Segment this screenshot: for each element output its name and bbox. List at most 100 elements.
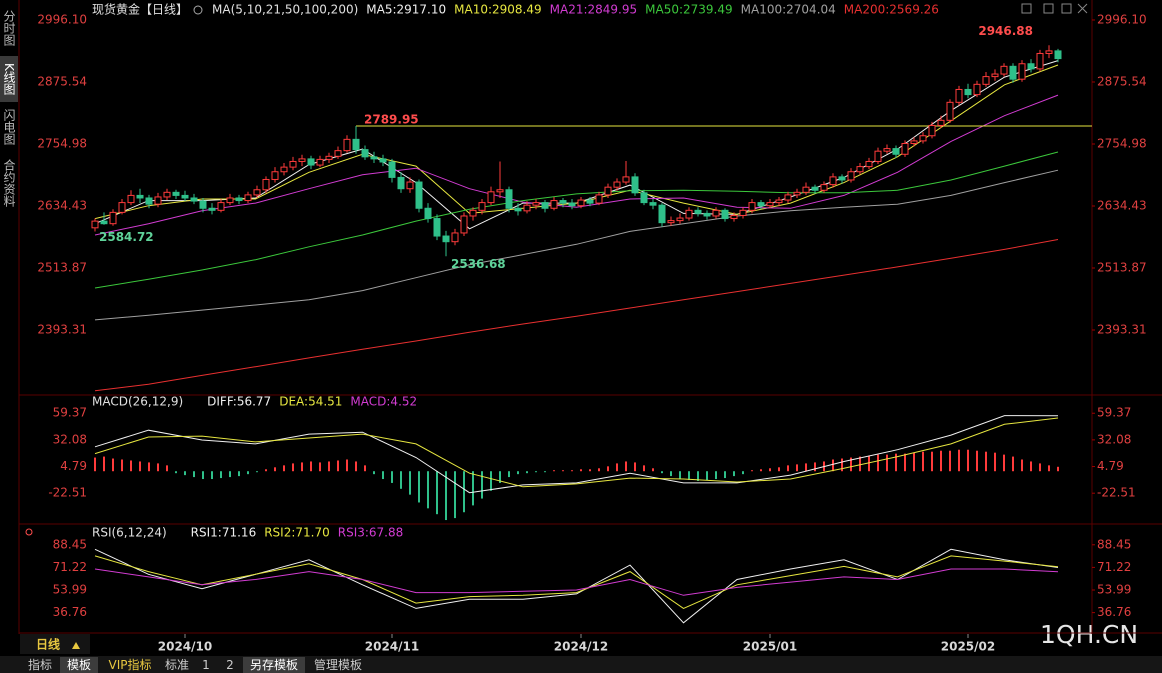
candle-body: [658, 204, 666, 224]
candle-body: [181, 194, 189, 199]
y-tick-label: 2393.31: [37, 322, 87, 336]
legend-entry: MACD(26,12,9): [92, 395, 183, 409]
macd-bar: [229, 471, 231, 478]
watermark: 1QH.CN: [1040, 620, 1138, 649]
tab[interactable]: 标准: [164, 658, 189, 672]
macd-bar: [490, 471, 492, 491]
macd-bar: [220, 471, 222, 479]
candle-body: [730, 214, 738, 220]
period-arrow[interactable]: [72, 642, 80, 649]
candle-body: [451, 232, 459, 243]
macd-bar: [535, 471, 537, 473]
macd-bar: [1021, 459, 1023, 472]
legend-entry: MA50:2739.49: [645, 3, 733, 17]
candle-body: [595, 194, 603, 204]
macd-bar: [688, 471, 690, 481]
candle-body: [829, 176, 837, 186]
macd-bar: [715, 471, 717, 480]
candle-body: [433, 218, 441, 237]
legend-entry: DEA:54.51: [279, 395, 342, 409]
x-tick-label: 2024/11: [365, 640, 419, 654]
candle-body: [946, 101, 954, 121]
candle-body: [1054, 50, 1062, 60]
candle-body: [1009, 65, 1017, 80]
x-tick-label: 2024/12: [554, 640, 608, 654]
macd-bar: [319, 462, 321, 472]
collapse-icon[interactable]: [193, 5, 203, 15]
window-icons[interactable]: [1021, 3, 1088, 14]
indicator-line: [94, 94, 1059, 236]
macd-bar: [544, 471, 546, 473]
y-tick-label: 71.22: [53, 560, 87, 574]
macd-bar: [850, 457, 852, 472]
tab[interactable]: 管理模板: [313, 658, 362, 672]
macd-bar: [913, 452, 915, 472]
legend-entry: RSI2:71.70: [264, 526, 330, 540]
macd-bar: [436, 471, 438, 515]
legend-entry: MACD:4.52: [350, 395, 417, 409]
candle-body: [982, 76, 990, 85]
candle-body: [154, 196, 162, 205]
candle-body: [316, 158, 324, 166]
macd-bar: [238, 471, 240, 477]
sidebar-tab[interactable]: 闪电图: [2, 109, 16, 145]
macd-bar: [121, 459, 123, 472]
candle-body: [109, 211, 117, 225]
y-tick-label: 53.99: [1097, 583, 1131, 597]
settings-icon[interactable]: [25, 528, 33, 536]
tab[interactable]: 1: [202, 658, 210, 672]
macd-bar: [589, 469, 591, 472]
macd-bar: [445, 471, 447, 521]
extreme-label: 2584.72: [99, 230, 154, 244]
legend-entry: MA(5,10,21,50,100,200): [212, 3, 358, 17]
candle-body: [937, 119, 945, 126]
tab[interactable]: VIP指标: [108, 658, 152, 672]
candle-body: [991, 73, 999, 78]
macd-bar: [472, 471, 474, 506]
y-tick-label: 2996.10: [37, 12, 87, 26]
candle-body: [406, 181, 414, 190]
candle-body: [235, 197, 243, 202]
macd-bar: [1039, 463, 1041, 472]
candle-body: [649, 202, 657, 206]
y-tick-label: 88.45: [53, 537, 87, 551]
macd-bar: [418, 471, 420, 503]
legend-entry: MA21:2849.95: [550, 3, 638, 17]
macd-bar: [679, 471, 681, 480]
period-selector[interactable]: 日线: [36, 637, 60, 652]
macd-bar: [283, 465, 285, 472]
tab[interactable]: 另存模板: [243, 657, 305, 673]
candle-body: [244, 194, 252, 202]
candle-body: [469, 209, 477, 217]
y-tick-label: 71.22: [1097, 560, 1131, 574]
candle-body: [865, 160, 873, 168]
macd-bar: [364, 465, 366, 472]
sidebar-tab[interactable]: 合约资料: [2, 159, 16, 207]
candle-body: [388, 161, 396, 178]
macd-bar: [643, 465, 645, 472]
legend-entry: MA10:2908.49: [454, 3, 542, 17]
macd-bar: [247, 471, 249, 475]
sidebar-tab[interactable]: 分时图: [2, 10, 16, 46]
y-tick-label: 53.99: [53, 583, 87, 597]
macd-bar: [895, 453, 897, 472]
tab[interactable]: 模板: [60, 657, 98, 673]
tab[interactable]: 指标: [27, 658, 52, 672]
legend-entry: MA100:2704.04: [741, 3, 836, 17]
macd-bar: [454, 471, 456, 519]
candle-body: [487, 191, 495, 204]
legend-entry: DIFF:56.77: [207, 395, 271, 409]
legend-entry: MA200:2569.26: [844, 3, 939, 17]
x-tick-label: 2025/01: [743, 640, 797, 654]
candle-body: [847, 171, 855, 181]
candle-body: [532, 202, 540, 206]
sidebar-tab[interactable]: K线图: [0, 56, 18, 102]
macd-bar: [787, 465, 789, 472]
tab[interactable]: 2: [226, 658, 234, 672]
macd-bar: [517, 471, 519, 475]
candle-body: [460, 215, 468, 234]
candle-body: [496, 189, 504, 193]
candle-body: [838, 176, 846, 181]
macd-bar: [652, 468, 654, 472]
x-tick-label: 2024/10: [158, 640, 212, 654]
